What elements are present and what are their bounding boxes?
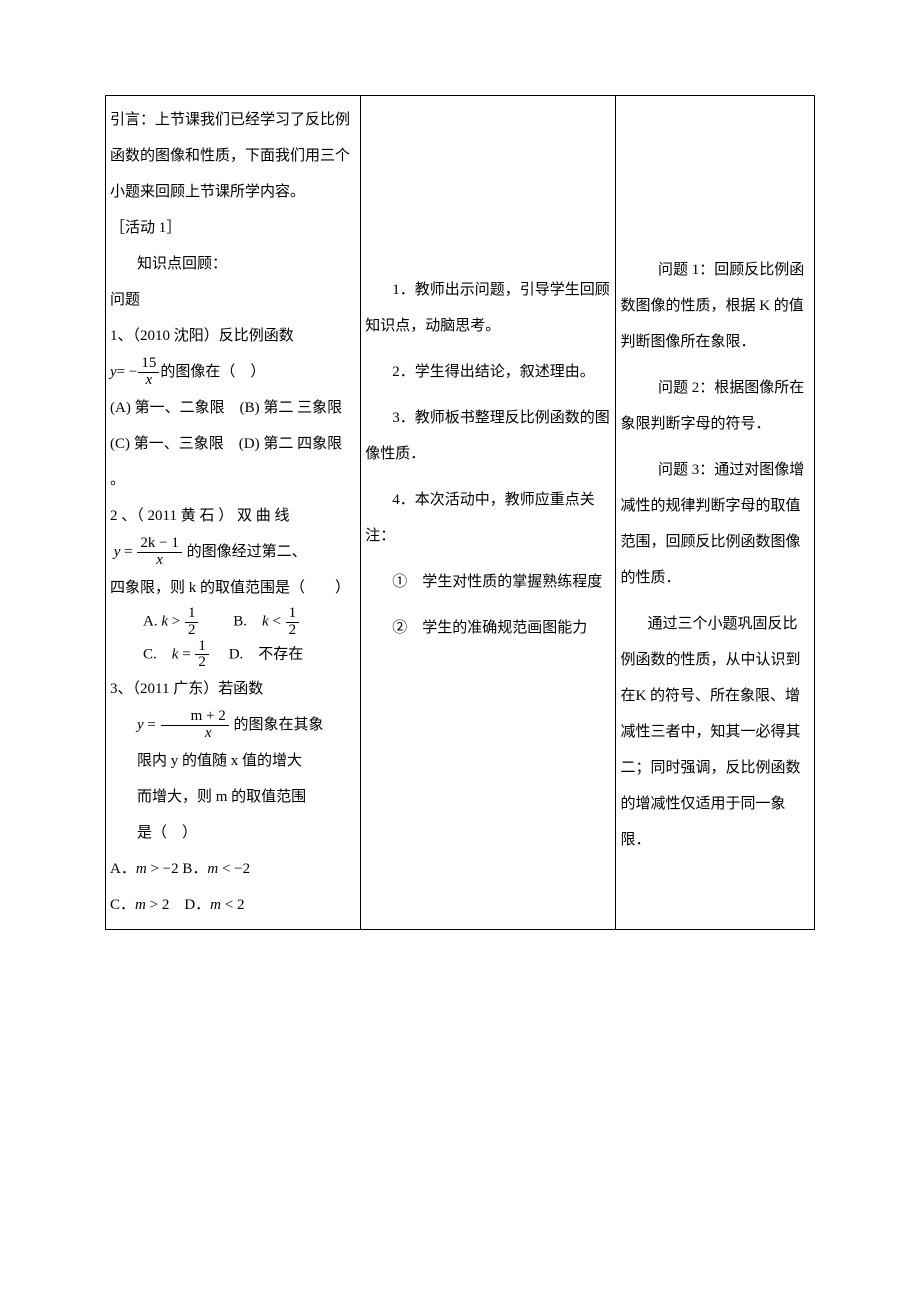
c2-4: 4．本次活动中，教师应重点关注： <box>365 482 611 554</box>
problems-column: 引言：上节课我们已经学习了反比例函数的图像和性质，下面我们用三个小题来回顾上节课… <box>106 96 361 930</box>
q2-den: x <box>137 553 181 569</box>
c2-1: 1．教师出示问题，引导学生回顾知识点，动脑思考。 <box>365 272 611 344</box>
q3-opt-cd: C．m > 2 D．m < 2 <box>110 887 356 923</box>
q1-stem-pre: 1、（2010 沈阳）反比例函数 <box>110 328 294 344</box>
c3-4: 通过三个小题巩固反比例函数的性质，从中认识到在K 的符号、所在象限、增减性三者中… <box>620 606 810 858</box>
spacer <box>365 102 611 272</box>
q3-num: m + 2 <box>161 709 229 726</box>
q3-eq: y = m + 2x 的图象在其象 <box>110 707 356 743</box>
q1-eq: y= −15x的图像在（ ） <box>110 354 356 390</box>
c2-3: 3．教师板书整理反比例函数的图像性质． <box>365 400 611 472</box>
q2-C: C. <box>143 646 157 662</box>
q1-stem-post: 的图像在（ ） <box>160 364 265 380</box>
review-label: 知识点回顾： <box>110 246 356 282</box>
teacher-activity-column: 1．教师出示问题，引导学生回顾知识点，动脑思考。 2．学生得出结论，叙述理由。 … <box>361 96 616 930</box>
q2-post1: 的图像经过第二、 <box>187 544 307 560</box>
q3-den: x <box>161 726 229 742</box>
q3-line4: 而增大，则 m 的取值范围 <box>110 779 356 815</box>
q1-stem: 1、（2010 沈阳）反比例函数 <box>110 318 356 354</box>
activity-label: ［活动 1］ <box>110 210 356 246</box>
q2-post2: 四象限，则 k 的取值范围是（ ） <box>110 570 356 606</box>
problem-heading: 问题 <box>110 282 356 318</box>
q3-line2: 的图象在其象 <box>234 717 324 733</box>
design-intent-column: 问题 1：回顾反比例函数图像的性质，根据 K 的值判断图像所在象限． 问题 2：… <box>616 96 815 930</box>
content-table: 引言：上节课我们已经学习了反比例函数的图像和性质，下面我们用三个小题来回顾上节课… <box>105 95 815 930</box>
c3-3: 问题 3：通过对图像增减性的规律判断字母的取值范围，回顾反比例函数图像的性质． <box>620 452 810 596</box>
q2-A: A. <box>143 614 158 630</box>
spacer <box>620 102 810 252</box>
q2-opt-cd: C. k = 12 D. 不存在 <box>110 639 356 672</box>
c3-2: 问题 2：根据图像所在象限判断字母的符号． <box>620 370 810 442</box>
q1-num: 15 <box>138 356 159 373</box>
q2-opt-ab: A. k > 12 B. k < 12 <box>110 606 356 639</box>
document-page: 引言：上节课我们已经学习了反比例函数的图像和性质，下面我们用三个小题来回顾上节课… <box>0 0 920 1302</box>
intro-text: 引言：上节课我们已经学习了反比例函数的图像和性质，下面我们用三个小题来回顾上节课… <box>110 102 356 210</box>
q3-line3: 限内 y 的值随 x 值的增大 <box>110 743 356 779</box>
q3-line5: 是（ ） <box>110 815 356 851</box>
q1-opt-cd: (C) 第一、三象限 (D) 第二 四象限 。 <box>110 426 356 498</box>
q2-B: B. <box>233 614 247 630</box>
c2-6: ② 学生的准确规范画图能力 <box>365 610 611 646</box>
q1-den: x <box>138 373 159 389</box>
q2-num: 2k − 1 <box>137 536 181 553</box>
q1-opt-ab: (A) 第一、二象限 (B) 第二 三象限 <box>110 390 356 426</box>
q2-eq: y = 2k − 1x 的图像经过第二、 <box>110 534 356 570</box>
q3-opt-ab: A．m > −2 B．m < −2 <box>110 851 356 887</box>
q2-stem-pre: 2 、（ 2011 黄 石 ） 双 曲 线 <box>110 498 356 534</box>
q2-D: D. 不存在 <box>229 646 304 662</box>
q3-line1: 3、（2011 广东）若函数 <box>110 671 356 707</box>
c2-2: 2．学生得出结论，叙述理由。 <box>365 354 611 390</box>
c2-5: ① 学生对性质的掌握熟练程度 <box>365 564 611 600</box>
c3-1: 问题 1：回顾反比例函数图像的性质，根据 K 的值判断图像所在象限． <box>620 252 810 360</box>
